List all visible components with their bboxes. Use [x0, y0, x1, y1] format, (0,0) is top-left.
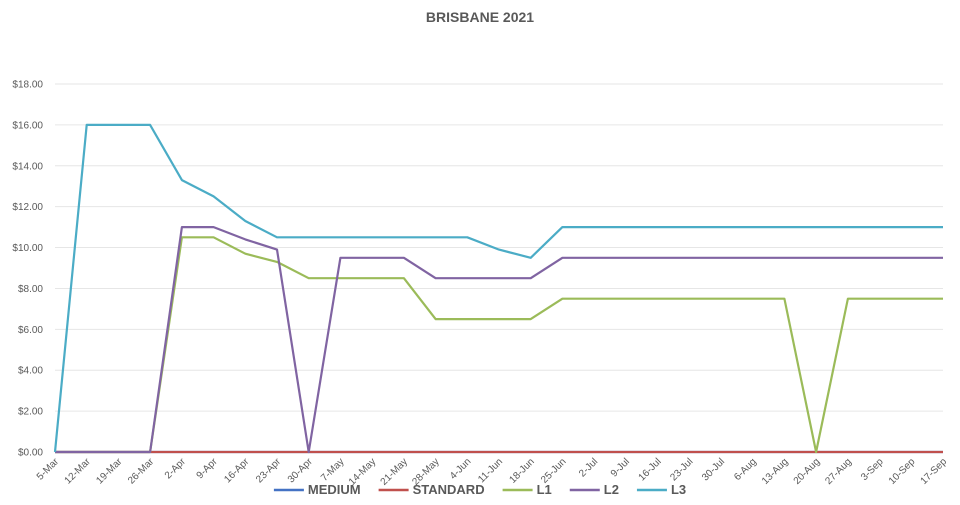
legend-label-l2: L2: [604, 482, 619, 497]
x-tick-label: 30-Apr: [286, 456, 315, 485]
x-tick-label: 27-Aug: [823, 456, 854, 487]
x-tick-label: 7-May: [319, 456, 346, 483]
x-tick-label: 23-Jul: [668, 456, 695, 483]
x-tick-label: 9-Apr: [195, 456, 221, 482]
x-tick-label: 11-Jun: [476, 456, 505, 485]
y-tick-label: $6.00: [18, 325, 43, 336]
legend-label-l1: L1: [537, 482, 552, 497]
chart-title: BRISBANE 2021: [426, 9, 534, 25]
x-tick-label: 2-Jul: [577, 456, 600, 479]
x-tick-label: 20-Aug: [792, 456, 823, 487]
y-tick-label: $8.00: [18, 284, 43, 295]
x-tick-label: 23-Apr: [254, 456, 283, 485]
y-tick-label: $12.00: [12, 202, 43, 213]
series-line-l1: [55, 236, 943, 454]
y-tick-label: $10.00: [12, 243, 43, 254]
x-tick-label: 5-Mar: [35, 456, 62, 483]
x-axis-tick-labels: 5-Mar 12-Mar 19-Mar 26-Mar 2-Apr 9-Apr 16-Apr 2…: [35, 456, 950, 488]
x-tick-label: 16-Apr: [222, 456, 251, 485]
y-axis-tick-labels: $0.00 $2.00 $4.00 $6.00 $8.00 $10.00 $12.00 $14…: [12, 80, 43, 459]
legend-label-standard: STANDARD: [413, 482, 485, 497]
y-tick-label: $4.00: [18, 366, 43, 377]
x-tick-label: 10-Sep: [887, 456, 918, 487]
x-tick-label: 19-Mar: [94, 456, 125, 487]
x-tick-label: 17-Sep: [919, 456, 950, 487]
x-tick-label: 3-Sep: [859, 456, 886, 483]
x-tick-label: 16-Jul: [637, 456, 664, 483]
y-tick-label: $0.00: [18, 448, 43, 459]
y-tick-label: $18.00: [12, 80, 43, 91]
x-tick-label: 12-Mar: [63, 456, 94, 487]
series-line-l3: [53, 123, 943, 453]
x-tick-label: 26-Mar: [126, 456, 157, 487]
gridlines: [55, 83, 943, 453]
y-tick-label: $14.00: [12, 161, 43, 172]
legend-label-medium: MEDIUM: [308, 482, 361, 497]
legend: MEDIUM STANDARD L1 L2 L3: [273, 482, 686, 497]
x-tick-label: 4-Jun: [448, 456, 473, 481]
legend-label-l3: L3: [671, 482, 686, 497]
x-tick-label: 9-Jul: [609, 456, 632, 479]
y-tick-label: $16.00: [12, 120, 43, 131]
y-tick-label: $2.00: [18, 407, 43, 418]
x-tick-label: 2-Apr: [163, 456, 189, 482]
series-line-l2: [55, 226, 943, 454]
x-tick-label: 13-Aug: [760, 456, 791, 487]
x-tick-label: 18-Jun: [507, 456, 536, 485]
x-tick-label: 21-May: [379, 456, 410, 487]
series-lines: [53, 123, 943, 454]
x-tick-label: 6-Aug: [732, 456, 759, 483]
x-tick-label: 30-Jul: [700, 456, 727, 483]
